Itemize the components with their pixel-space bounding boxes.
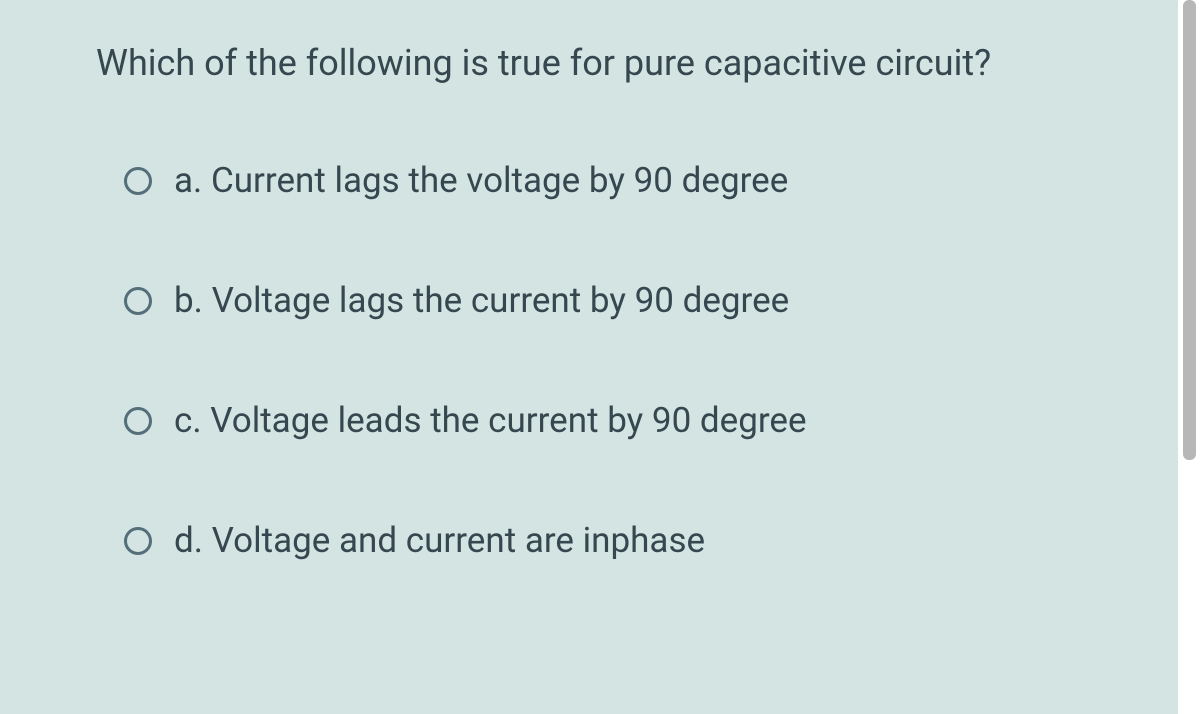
option-letter: c. [174, 400, 202, 441]
radio-icon[interactable] [124, 167, 152, 195]
option-body: Voltage and current are inphase [212, 520, 705, 561]
option-label: c. Voltage leads the current by 90 degre… [174, 400, 807, 442]
option-letter: b. [174, 280, 203, 321]
option-body: Voltage lags the current by 90 degree [212, 280, 790, 321]
option-label: b. Voltage lags the current by 90 degree [174, 280, 789, 322]
option-d[interactable]: d. Voltage and current are inphase [124, 520, 1088, 562]
scrollbar-track[interactable] [1178, 0, 1200, 714]
radio-icon[interactable] [124, 527, 152, 555]
question-text: Which of the following is true for pure … [96, 36, 1088, 90]
options-list: a. Current lags the voltage by 90 degree… [96, 160, 1088, 562]
option-c[interactable]: c. Voltage leads the current by 90 degre… [124, 400, 1088, 442]
option-b[interactable]: b. Voltage lags the current by 90 degree [124, 280, 1088, 322]
radio-icon[interactable] [124, 287, 152, 315]
option-body: Current lags the voltage by 90 degree [211, 160, 788, 201]
radio-icon[interactable] [124, 407, 152, 435]
option-letter: d. [174, 520, 203, 561]
option-body: Voltage leads the current by 90 degree [210, 400, 806, 441]
question-card: Which of the following is true for pure … [0, 0, 1178, 714]
option-letter: a. [174, 160, 202, 201]
option-label: d. Voltage and current are inphase [174, 520, 705, 562]
scrollbar-thumb[interactable] [1183, 0, 1196, 460]
option-a[interactable]: a. Current lags the voltage by 90 degree [124, 160, 1088, 202]
viewport: Which of the following is true for pure … [0, 0, 1200, 714]
option-label: a. Current lags the voltage by 90 degree [174, 160, 788, 202]
